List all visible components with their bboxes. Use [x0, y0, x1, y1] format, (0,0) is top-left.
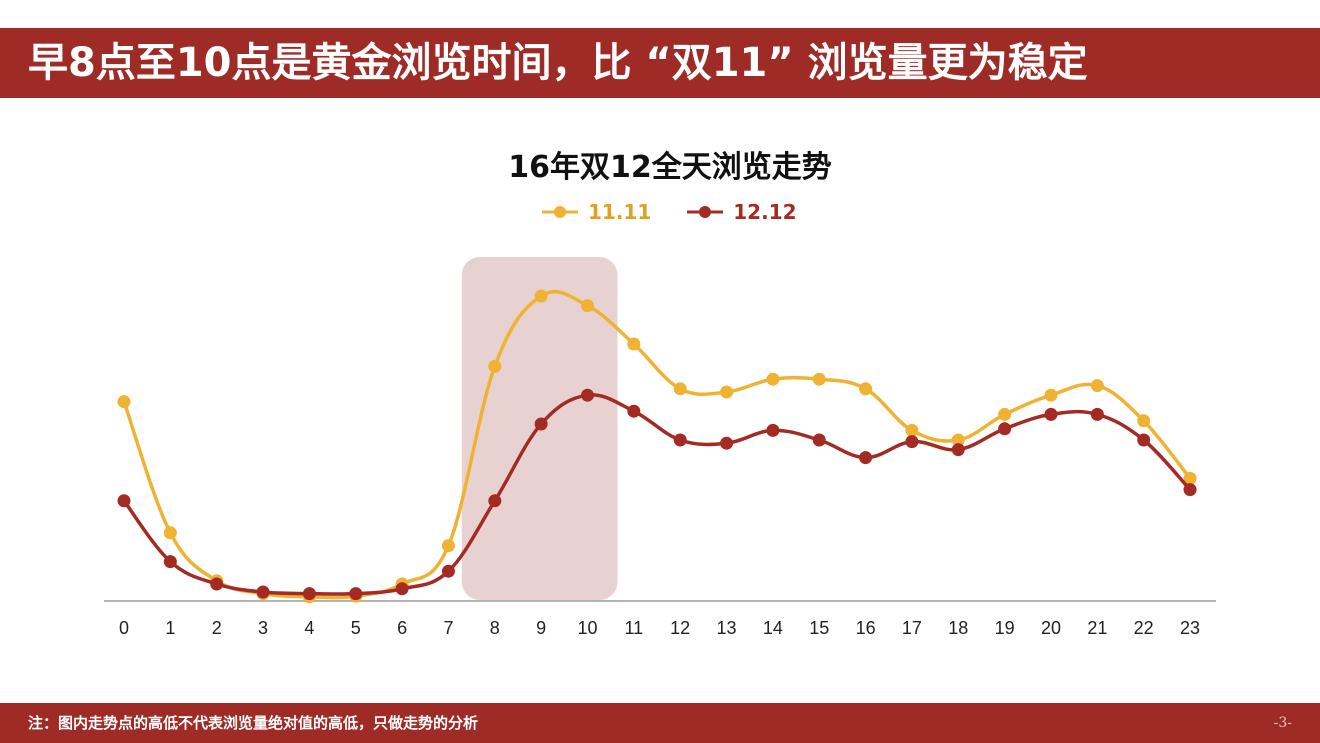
- data-point-s1-19: [998, 422, 1012, 436]
- x-tick-label-19: 19: [995, 618, 1015, 638]
- data-point-s0-22: [1137, 414, 1151, 428]
- x-tick-label-23: 23: [1180, 618, 1200, 638]
- x-tick-label-4: 4: [304, 618, 314, 638]
- page-number: -3-: [1273, 715, 1292, 731]
- data-point-s1-18: [951, 443, 965, 457]
- x-tick-label-0: 0: [119, 618, 129, 638]
- data-point-s0-15: [812, 372, 826, 386]
- x-tick-label-5: 5: [351, 618, 361, 638]
- x-tick-label-17: 17: [902, 618, 922, 638]
- data-point-s1-15: [812, 433, 826, 447]
- data-point-s1-22: [1137, 433, 1151, 447]
- data-point-s0-10: [581, 299, 594, 313]
- data-point-s0-13: [720, 385, 734, 399]
- line-chart: 0 1 2 3 4 5 6 7 8 9 10 11 12 13 14 15 16 17 18 19 20 21 22 23: [104, 257, 1216, 638]
- data-point-s0-0: [117, 395, 131, 409]
- data-point-s1-2: [210, 577, 224, 591]
- x-tick-label-2: 2: [212, 618, 222, 638]
- chart-title: 16年双12全天浏览走势: [508, 150, 832, 185]
- x-tick-label-10: 10: [577, 618, 597, 638]
- data-point-s1-10: [581, 388, 594, 402]
- data-point-s0-14: [766, 372, 780, 386]
- chart-legend: 11.11 12.12: [540, 200, 797, 224]
- data-point-s0-9: [534, 289, 548, 303]
- data-point-s1-17: [905, 435, 919, 449]
- data-point-s1-8: [488, 494, 502, 508]
- data-point-s1-5: [349, 587, 363, 601]
- footer-note: 注：图内走势点的高低不代表浏览量绝对值的高低，只做走势的分析: [28, 714, 479, 732]
- data-point-s0-8: [488, 359, 502, 373]
- legend-item-1111: 11.11: [540, 200, 651, 224]
- data-point-s1-11: [627, 404, 641, 418]
- x-tick-label-12: 12: [670, 618, 690, 638]
- x-tick-label-16: 16: [856, 618, 876, 638]
- data-point-s1-0: [117, 494, 131, 508]
- x-tick-label-18: 18: [948, 618, 968, 638]
- legend-marker-1111: [542, 206, 578, 218]
- data-point-s1-21: [1090, 407, 1104, 421]
- data-point-s1-14: [766, 423, 780, 437]
- series-line-1: [122, 393, 1192, 596]
- x-tick-label-11: 11: [625, 618, 644, 638]
- x-tick-label-9: 9: [536, 618, 546, 638]
- x-tick-label-13: 13: [717, 618, 737, 638]
- x-tick-label-14: 14: [763, 618, 783, 638]
- data-point-s0-17: [905, 423, 919, 437]
- data-point-s1-7: [441, 564, 455, 578]
- footer-bar: 注：图内走势点的高低不代表浏览量绝对值的高低，只做走势的分析 -3-: [0, 703, 1320, 743]
- data-point-s0-23: [1183, 471, 1197, 485]
- data-point-s1-16: [859, 451, 873, 465]
- x-tick-label-15: 15: [809, 618, 829, 638]
- page-title: 早8点至10点是黄金浏览时间，比 “双11” 浏览量更为稳定: [28, 40, 1088, 86]
- data-point-s1-20: [1044, 407, 1058, 421]
- data-point-s0-16: [859, 382, 873, 396]
- x-tick-label-22: 22: [1134, 618, 1154, 638]
- data-point-s1-12: [673, 433, 687, 447]
- data-point-s1-6: [395, 582, 409, 596]
- title-banner: 早8点至10点是黄金浏览时间，比 “双11” 浏览量更为稳定: [0, 28, 1320, 98]
- data-point-s1-4: [302, 587, 316, 601]
- data-point-s0-11: [627, 337, 641, 351]
- x-tick-label-20: 20: [1041, 618, 1061, 638]
- data-point-s0-21: [1090, 379, 1104, 393]
- legend-item-1212: 12.12: [685, 200, 797, 224]
- x-tick-label-21: 21: [1087, 618, 1107, 638]
- legend-marker-1212: [687, 206, 724, 218]
- data-point-s0-20: [1044, 388, 1058, 402]
- data-point-s1-13: [720, 436, 734, 450]
- data-point-s0-19: [998, 407, 1012, 421]
- data-point-s0-1: [163, 526, 177, 540]
- x-tick-label-1: 1: [165, 618, 175, 638]
- legend-label-1111: 11.11: [588, 200, 652, 224]
- data-point-s1-23: [1183, 483, 1197, 497]
- x-tick-label-6: 6: [397, 618, 407, 638]
- data-point-s0-18: [951, 433, 965, 447]
- x-tick-label-3: 3: [258, 618, 268, 638]
- x-tick-label-7: 7: [443, 618, 453, 638]
- data-point-s1-3: [256, 585, 270, 599]
- series-line-0: [122, 289, 1192, 600]
- x-tick-label-8: 8: [490, 618, 500, 638]
- data-point-s0-7: [441, 539, 455, 553]
- legend-label-1212: 12.12: [733, 200, 797, 224]
- data-point-s1-9: [534, 417, 548, 431]
- data-point-s0-12: [673, 382, 687, 396]
- data-point-s1-1: [163, 555, 177, 569]
